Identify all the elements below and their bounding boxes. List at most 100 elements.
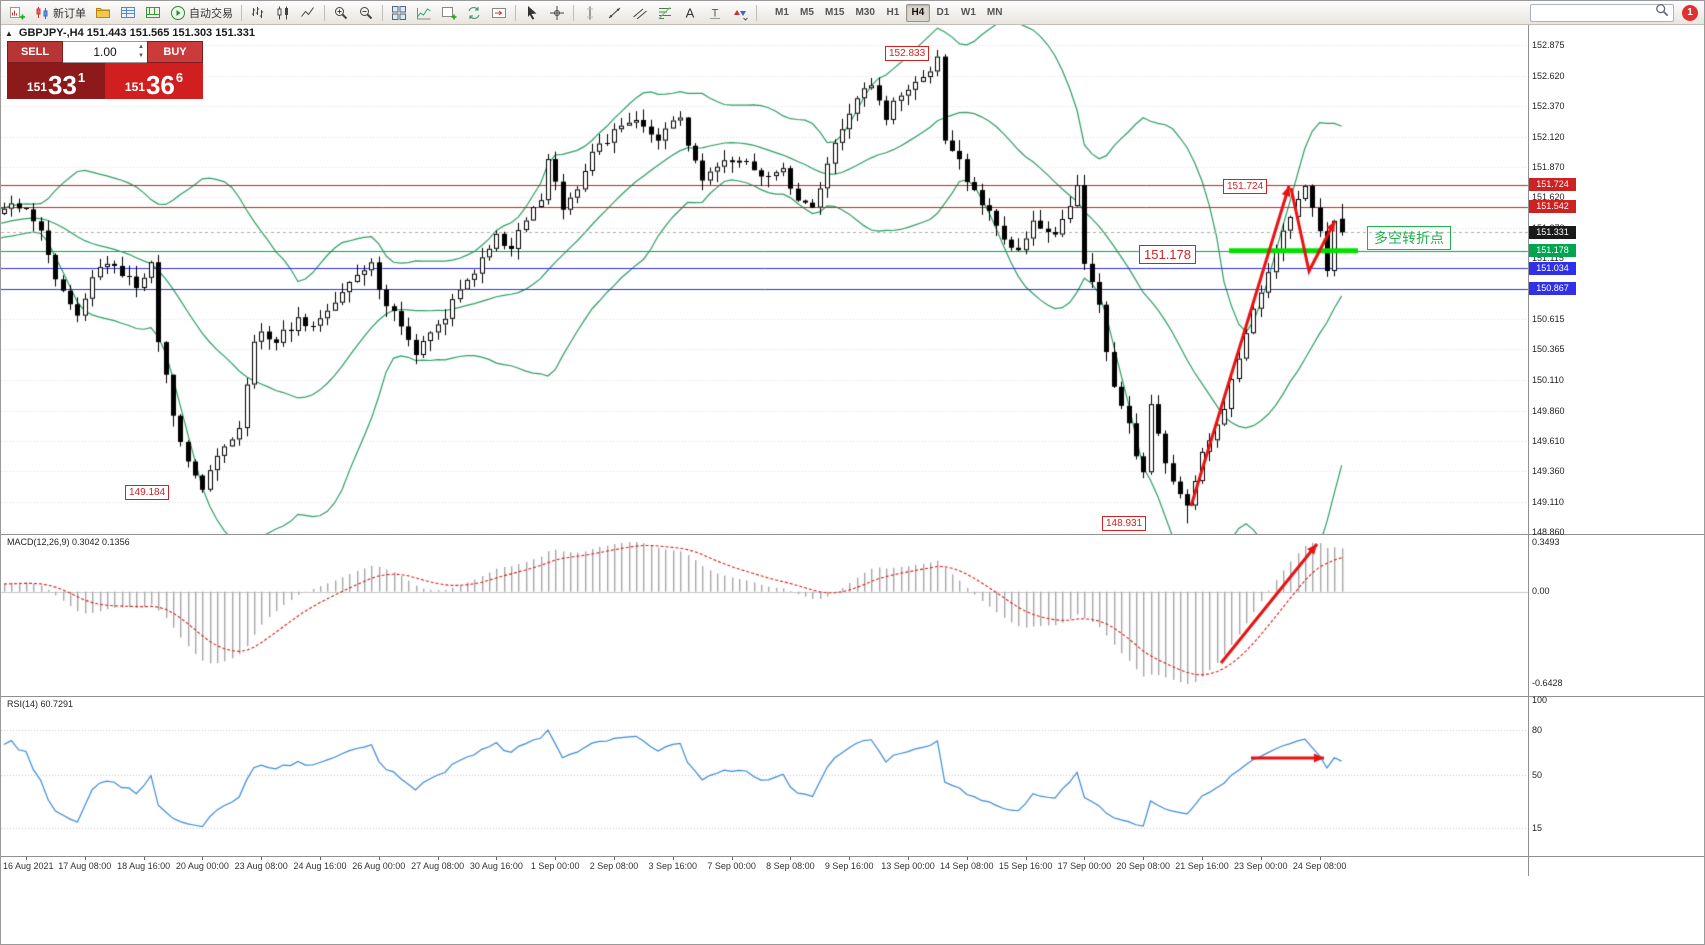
time-axis-label: 7 Sep 00:00 xyxy=(707,861,756,871)
timeframe-h4[interactable]: H4 xyxy=(905,3,930,22)
cursor-icon[interactable] xyxy=(520,3,544,23)
collapse-panel-icon[interactable]: ▲ xyxy=(5,28,13,38)
volume-spinner[interactable]: ▲ ▼ xyxy=(138,43,144,61)
timeframe-m1[interactable]: M1 xyxy=(770,4,794,22)
time-axis-tick xyxy=(790,857,792,860)
arrows-tool-icon[interactable] xyxy=(728,3,752,23)
ask-price[interactable]: 151 36 6 xyxy=(105,63,203,99)
timeframe-d1[interactable]: D1 xyxy=(931,4,955,22)
one-click-trading-panel: SELL 1.00 ▲ ▼ BUY 151 33 1 151 36 6 xyxy=(7,41,203,99)
volume-input[interactable]: 1.00 ▲ ▼ xyxy=(63,41,147,63)
zoom-in-icon[interactable] xyxy=(329,3,353,23)
bid-price[interactable]: 151 33 1 xyxy=(7,63,105,99)
time-axis-tick xyxy=(731,857,733,860)
crosshair-icon[interactable] xyxy=(545,3,569,23)
buy-button[interactable]: BUY xyxy=(147,41,203,63)
time-axis-tick xyxy=(966,857,968,860)
new-order-button[interactable]: 新订单 xyxy=(30,3,90,23)
rsi-label: RSI(14) 60.7291 xyxy=(7,699,74,709)
bid-price-point: 1 xyxy=(77,70,86,85)
time-axis-label: 18 Aug 16:00 xyxy=(117,861,171,871)
auto-scroll-icon[interactable] xyxy=(462,3,486,23)
time-axis-tick xyxy=(84,857,86,860)
equidistant-channel-icon[interactable] xyxy=(628,3,652,23)
timeframe-m15[interactable]: M15 xyxy=(820,4,849,22)
profiles-icon[interactable] xyxy=(91,3,115,23)
time-axis-label: 1 Sep 00:00 xyxy=(530,861,580,871)
timeframe-h1[interactable]: H1 xyxy=(881,4,905,22)
toolbar-buttons: 新订单 自动交易 A T xyxy=(5,3,760,23)
notification-badge[interactable]: 1 xyxy=(1682,4,1698,21)
volume-down-icon[interactable]: ▼ xyxy=(138,53,144,59)
new-order-button-label: 新订单 xyxy=(53,7,86,20)
chart-text-note[interactable]: 多空转折点 xyxy=(1367,226,1451,250)
time-axis-label: 2 Sep 08:00 xyxy=(589,861,639,871)
time-axis[interactable]: 16 Aug 2021 17 Aug 08:00 18 Aug 16:00 20 Au… xyxy=(1,856,1704,876)
svg-text:A: A xyxy=(686,5,695,20)
line-chart-icon[interactable] xyxy=(296,3,320,23)
time-axis-label: 27 Aug 08:00 xyxy=(411,861,465,871)
time-axis-label: 23 Aug 08:00 xyxy=(234,861,288,871)
bid-price-base: 151 xyxy=(26,80,47,94)
timeframe-m30[interactable]: M30 xyxy=(850,4,879,22)
macd-canvas[interactable] xyxy=(1,534,1704,696)
timeframe-mn[interactable]: MN xyxy=(982,4,1008,22)
zoom-out-icon[interactable] xyxy=(354,3,378,23)
rsi-pane[interactable]: RSI(14) 60.7291 xyxy=(1,696,1704,856)
toolbar-right: 1 xyxy=(1530,3,1702,22)
time-axis-tick xyxy=(672,857,674,860)
time-axis-tick xyxy=(1260,857,1262,860)
new-chart-icon[interactable] xyxy=(5,3,29,23)
indicators-icon[interactable] xyxy=(412,3,436,23)
toolbar-separator xyxy=(756,4,757,21)
time-axis-label: 15 Sep 16:00 xyxy=(998,861,1053,871)
trade-panel-header: SELL 1.00 ▲ ▼ BUY xyxy=(7,41,203,63)
chart-shift-icon[interactable] xyxy=(487,3,511,23)
time-axis-tick xyxy=(320,857,321,860)
time-axis-tick xyxy=(378,857,380,860)
terminal-icon[interactable] xyxy=(141,3,165,23)
text-label-icon[interactable]: T xyxy=(703,3,727,23)
new-chart-window-icon[interactable] xyxy=(437,3,461,23)
volume-up-icon[interactable]: ▲ xyxy=(138,44,144,50)
toolbar-separator xyxy=(573,4,574,21)
time-axis-tick xyxy=(143,857,145,860)
bar-chart-icon[interactable] xyxy=(246,3,270,23)
candlestick-chart-icon[interactable] xyxy=(271,3,295,23)
time-axis-tick xyxy=(437,857,439,860)
market-watch-icon[interactable] xyxy=(116,3,140,23)
fibonacci-icon[interactable] xyxy=(653,3,677,23)
search-input[interactable] xyxy=(1535,5,1655,20)
vertical-line-icon[interactable] xyxy=(578,3,602,23)
price-chart-pane[interactable]: ▲ GBPJPY-,H4 151.443 151.565 151.303 151… xyxy=(1,25,1704,534)
ask-price-pips: 36 xyxy=(145,70,175,100)
time-axis-tick xyxy=(849,857,851,860)
trade-panel-prices: 151 33 1 151 36 6 xyxy=(7,63,203,99)
time-axis-label: 14 Sep 08:00 xyxy=(940,861,994,871)
rsi-canvas[interactable] xyxy=(1,696,1704,856)
text-icon[interactable]: A xyxy=(678,3,702,23)
search-icon[interactable] xyxy=(1655,3,1669,22)
toolbar-separator xyxy=(241,4,242,21)
time-axis-tick xyxy=(202,857,204,860)
time-axis-tick xyxy=(1319,857,1321,860)
timeframe-w1[interactable]: W1 xyxy=(956,4,981,22)
toolbar-separator xyxy=(324,4,325,21)
timeframe-m5[interactable]: M5 xyxy=(795,4,819,22)
tile-windows-icon[interactable] xyxy=(387,3,411,23)
macd-pane[interactable]: MACD(12,26,9) 0.3042 0.1356 xyxy=(1,534,1704,696)
ask-price-base: 151 xyxy=(124,80,145,94)
time-axis-label: 26 Aug 00:00 xyxy=(352,861,406,871)
time-axis-tick xyxy=(261,857,263,860)
autotrading-button[interactable]: 自动交易 xyxy=(166,3,237,23)
time-axis-tick xyxy=(1143,857,1145,860)
sell-button[interactable]: SELL xyxy=(7,41,63,63)
trendline-icon[interactable] xyxy=(603,3,627,23)
search-box[interactable] xyxy=(1530,3,1674,22)
ask-price-point: 6 xyxy=(175,70,184,85)
time-axis-label: 16 Aug 2021 xyxy=(3,861,54,871)
price-chart-canvas[interactable] xyxy=(1,25,1704,534)
time-axis-label: 23 Sep 00:00 xyxy=(1234,861,1288,871)
main-toolbar: 新订单 自动交易 A T M1 M5 M15 M30 H1 H4 D1 W1 MN 1 xyxy=(1,1,1704,25)
